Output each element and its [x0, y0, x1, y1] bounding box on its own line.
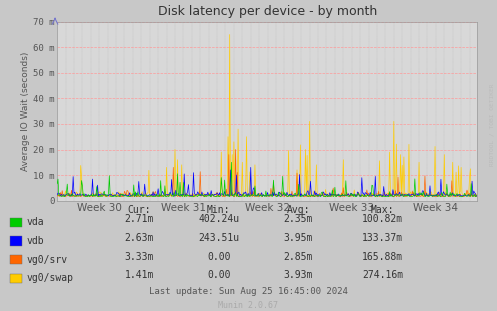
Text: vdb: vdb: [26, 236, 44, 246]
Text: Max:: Max:: [371, 205, 395, 215]
Text: 3.93m: 3.93m: [283, 270, 313, 280]
Text: vg0/swap: vg0/swap: [26, 273, 74, 283]
Text: 1.41m: 1.41m: [124, 270, 154, 280]
Text: 274.16m: 274.16m: [362, 270, 403, 280]
Text: RRDTOOL / TOBI OETIKER: RRDTOOL / TOBI OETIKER: [490, 83, 495, 166]
Text: 2.63m: 2.63m: [124, 233, 154, 243]
Text: 2.71m: 2.71m: [124, 214, 154, 224]
Text: 3.33m: 3.33m: [124, 252, 154, 262]
Text: Cur:: Cur:: [127, 205, 151, 215]
Text: 402.24u: 402.24u: [198, 214, 239, 224]
Text: 0.00: 0.00: [207, 252, 231, 262]
Text: Min:: Min:: [207, 205, 231, 215]
Text: Last update: Sun Aug 25 16:45:00 2024: Last update: Sun Aug 25 16:45:00 2024: [149, 287, 348, 296]
Text: 165.88m: 165.88m: [362, 252, 403, 262]
Text: vda: vda: [26, 217, 44, 227]
Text: Munin 2.0.67: Munin 2.0.67: [219, 301, 278, 310]
Text: 133.37m: 133.37m: [362, 233, 403, 243]
Text: Avg:: Avg:: [286, 205, 310, 215]
Text: 100.82m: 100.82m: [362, 214, 403, 224]
Y-axis label: Average IO Wait (seconds): Average IO Wait (seconds): [21, 52, 30, 171]
Text: 3.95m: 3.95m: [283, 233, 313, 243]
Text: vg0/srv: vg0/srv: [26, 255, 68, 265]
Text: 0.00: 0.00: [207, 270, 231, 280]
Text: 2.85m: 2.85m: [283, 252, 313, 262]
Title: Disk latency per device - by month: Disk latency per device - by month: [158, 5, 377, 18]
Text: 2.35m: 2.35m: [283, 214, 313, 224]
Text: 243.51u: 243.51u: [198, 233, 239, 243]
